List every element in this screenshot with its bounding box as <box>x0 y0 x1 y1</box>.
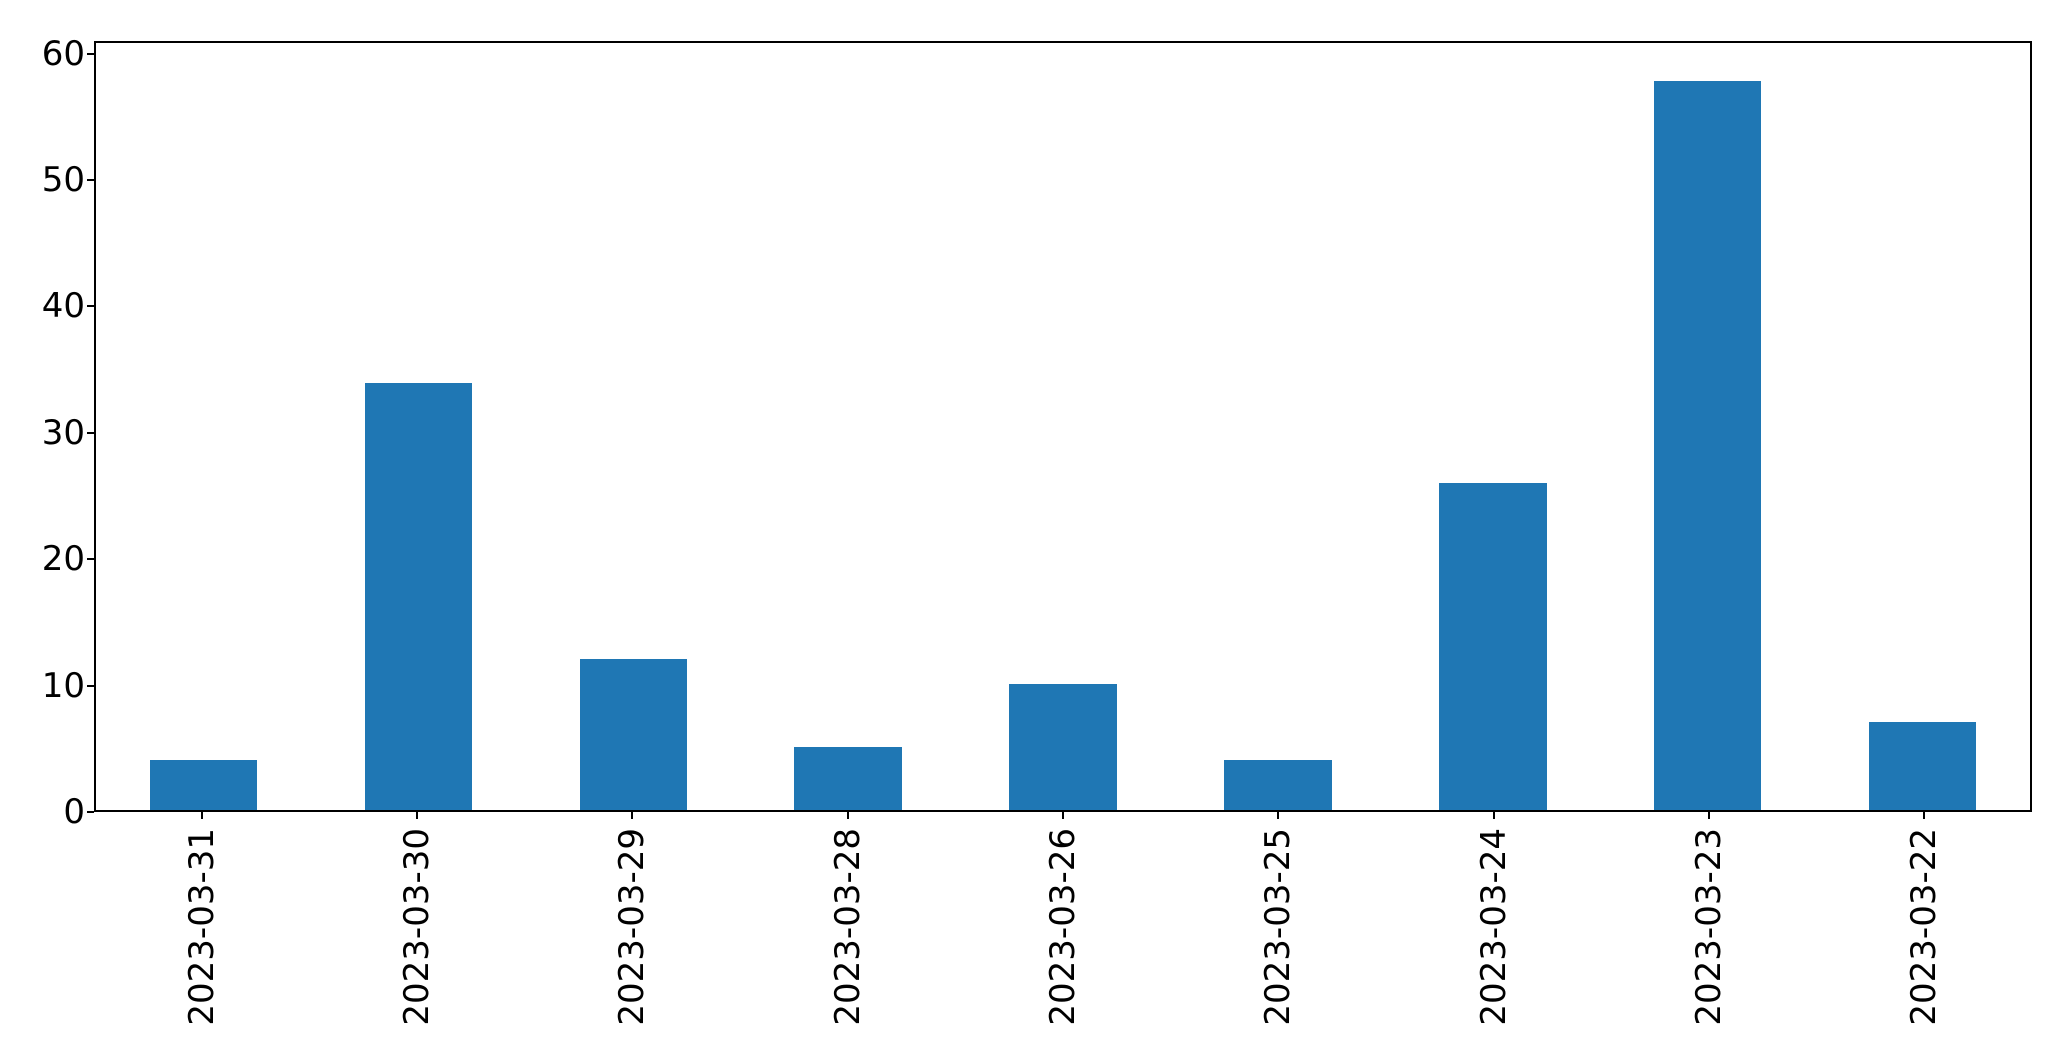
y-tick-mark <box>87 811 94 813</box>
bar-slot <box>1600 43 1815 810</box>
x-tick-mark <box>1923 812 1926 819</box>
bar <box>364 382 473 810</box>
bar <box>1224 759 1332 810</box>
x-tick-label: 2023-03-24 <box>1473 828 1514 1026</box>
bar <box>1653 80 1762 810</box>
x-tick-mark <box>1277 812 1280 819</box>
x-tick-mark <box>416 812 418 819</box>
x-tick-label: 2023-03-25 <box>1258 828 1299 1026</box>
x-tick-mark <box>1062 812 1064 819</box>
bars-container <box>96 43 2030 810</box>
x-tick-label: 2023-03-22 <box>1904 828 1945 1026</box>
x-tick-mark <box>1492 812 1495 819</box>
bar-slot <box>1815 43 2030 810</box>
bar <box>579 659 687 810</box>
bar-slot <box>741 43 956 810</box>
x-tick-mark <box>846 812 849 819</box>
bar-slot <box>956 43 1171 810</box>
y-tick-label: 50 <box>41 160 85 201</box>
bar <box>794 747 902 810</box>
bar-slot <box>311 43 526 810</box>
x-tick-label: 2023-03-31 <box>181 828 222 1026</box>
x-tick-mark <box>1708 812 1710 819</box>
bar <box>149 759 258 810</box>
y-tick-label: 20 <box>41 539 85 580</box>
bar-slot <box>1385 43 1600 810</box>
y-tick-mark <box>87 558 94 561</box>
y-tick-mark <box>87 684 94 687</box>
y-tick-mark <box>87 305 94 308</box>
x-tick-label: 2023-03-29 <box>612 828 653 1026</box>
bar <box>1868 721 1977 810</box>
y-tick-label: 60 <box>41 33 85 74</box>
x-tick-label: 2023-03-23 <box>1689 828 1729 1026</box>
y-tick-mark <box>87 52 94 55</box>
x-tick-mark <box>631 812 634 819</box>
y-tick-label: 40 <box>41 286 85 327</box>
y-tick-label: 0 <box>63 792 85 832</box>
x-tick-mark <box>200 812 203 819</box>
x-tick-label: 2023-03-26 <box>1043 828 1083 1026</box>
bar <box>1009 684 1117 810</box>
y-tick-mark <box>87 431 94 434</box>
bar-slot <box>526 43 741 810</box>
x-tick-label: 2023-03-28 <box>827 828 868 1026</box>
y-tick-label: 30 <box>41 412 85 453</box>
plot-area <box>94 41 2032 812</box>
bar-slot <box>96 43 311 810</box>
y-tick-label: 10 <box>41 665 85 706</box>
x-tick-label: 2023-03-30 <box>397 828 437 1026</box>
bar-slot <box>1170 43 1385 810</box>
y-tick-mark <box>87 179 94 182</box>
bar <box>1439 483 1547 810</box>
